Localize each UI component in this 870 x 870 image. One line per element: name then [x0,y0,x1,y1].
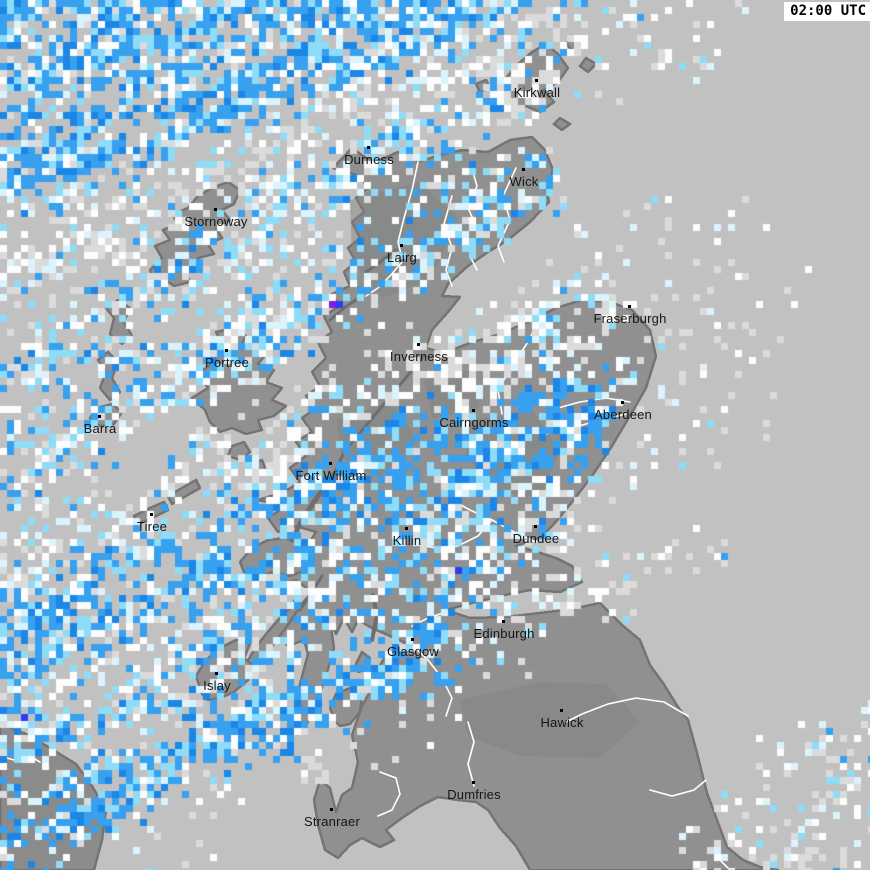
city-dot [534,525,537,528]
city-dot [367,146,370,149]
city-label: Glasgow [387,644,439,659]
city-label: Aberdeen [594,407,652,422]
city-label: Edinburgh [473,626,535,641]
city-label: Wick [509,174,539,189]
city-dot [560,709,563,712]
city-label: Inverness [389,349,449,364]
city-label: Dumfries [447,787,501,802]
city-dot [621,401,624,404]
city-label: Lairg [387,250,417,265]
city-label: Fort William [295,468,367,483]
city-label: Hawick [540,715,584,730]
timestamp-text: 02:00 UTC [790,3,866,19]
city-dot [472,781,475,784]
city-dot [472,409,475,412]
city-dot [329,462,332,465]
city-label: Islay [203,678,231,693]
city-label: Fraserburgh [593,311,667,326]
city-label: Barra [83,421,117,436]
timestamp-badge: 02:00 UTC [784,2,870,21]
city-label: Durness [344,152,394,167]
city-dot [215,672,218,675]
city-dot [400,244,403,247]
city-dot [225,349,228,352]
city-dot [502,620,505,623]
city-dot [411,638,414,641]
city-label: Portree [204,355,250,370]
city-label: Stranraer [304,814,360,829]
city-dot [330,808,333,811]
city-dot [522,168,525,171]
city-label: Killin [392,533,422,548]
city-dot [405,527,408,530]
city-dot [214,208,217,211]
city-dot [628,305,631,308]
city-label: Kirkwall [513,85,561,100]
city-label: Tiree [136,519,168,534]
city-label: Cairngorms [439,415,509,430]
city-label: Dundee [512,531,560,546]
city-dot [417,343,420,346]
city-label: Stornoway [184,214,248,229]
city-dot [150,513,153,516]
city-dot [535,79,538,82]
city-dot [98,415,101,418]
